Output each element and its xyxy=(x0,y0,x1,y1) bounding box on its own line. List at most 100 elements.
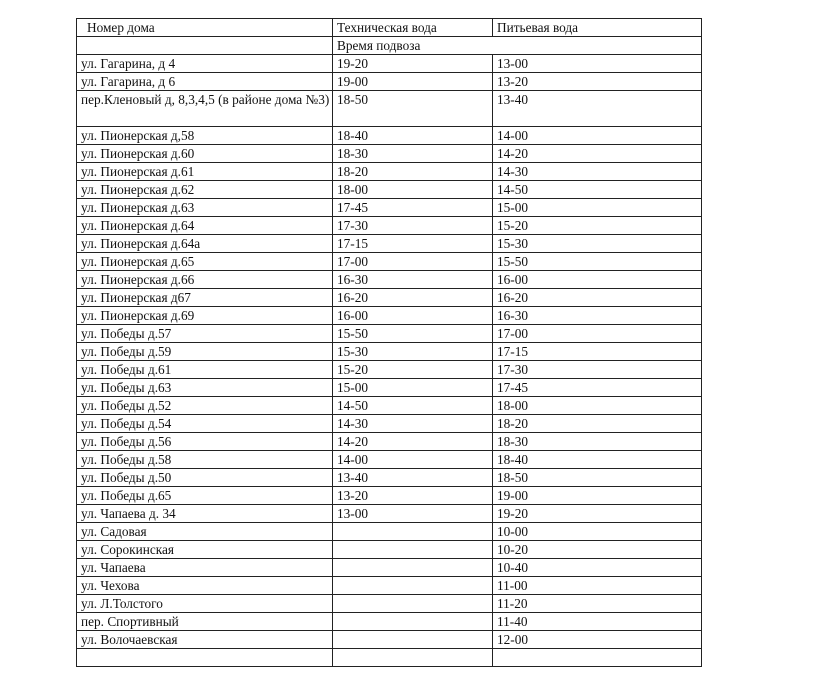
subheader-row: Время подвоза xyxy=(76,36,702,55)
drinking-water-time-cell: 18-40 xyxy=(492,450,702,469)
table-row xyxy=(76,648,702,667)
drinking-water-time-cell: 13-40 xyxy=(492,90,702,127)
house-cell: ул. Волочаевская xyxy=(76,630,333,649)
technical-water-time-cell xyxy=(332,522,493,541)
table-row: ул. Волочаевская 12-00 xyxy=(76,630,702,649)
house-cell: ул. Гагарина, д 4 xyxy=(76,54,333,73)
table-row: ул. Пионерская д67 16-20 16-20 xyxy=(76,288,702,307)
technical-water-time-cell: 14-30 xyxy=(332,414,493,433)
house-cell: ул. Пионерская д.63 xyxy=(76,198,333,217)
header-technical-water: Техническая вода xyxy=(332,18,493,37)
table-row: ул. Гагарина, д 6 19-00 13-20 xyxy=(76,72,702,91)
table-row: ул. Победы д.50 13-40 18-50 xyxy=(76,468,702,487)
technical-water-time-cell: 19-00 xyxy=(332,72,493,91)
technical-water-time-cell: 13-00 xyxy=(332,504,493,523)
table-row: ул. Победы д.58 14-00 18-40 xyxy=(76,450,702,469)
house-cell: ул. Пионерская д.64 xyxy=(76,216,333,235)
drinking-water-time-cell: 16-30 xyxy=(492,306,702,325)
technical-water-time-cell: 15-30 xyxy=(332,342,493,361)
table-row: ул. Пионерская д.64а 17-15 15-30 xyxy=(76,234,702,253)
table-row: ул. Пионерская д.62 18-00 14-50 xyxy=(76,180,702,199)
drinking-water-time-cell: 11-00 xyxy=(492,576,702,595)
technical-water-time-cell: 18-30 xyxy=(332,144,493,163)
technical-water-time-cell: 18-50 xyxy=(332,90,493,127)
drinking-water-time-cell: 18-00 xyxy=(492,396,702,415)
table-row: ул. Победы д.54 14-30 18-20 xyxy=(76,414,702,433)
header-house-number: Номер дома xyxy=(76,18,333,37)
drinking-water-time-cell: 14-20 xyxy=(492,144,702,163)
drinking-water-time-cell: 11-20 xyxy=(492,594,702,613)
table-row: ул. Пионерская д.60 18-30 14-20 xyxy=(76,144,702,163)
house-cell: ул. Пионерская д,58 xyxy=(76,126,333,145)
technical-water-time-cell: 13-20 xyxy=(332,486,493,505)
drinking-water-time-cell: 16-20 xyxy=(492,288,702,307)
house-cell: ул. Сорокинская xyxy=(76,540,333,559)
house-cell: ул. Садовая xyxy=(76,522,333,541)
table-row: ул. Победы д.63 15-00 17-45 xyxy=(76,378,702,397)
technical-water-time-cell xyxy=(332,558,493,577)
drinking-water-time-cell: 12-00 xyxy=(492,630,702,649)
drinking-water-time-cell: 11-40 xyxy=(492,612,702,631)
technical-water-time-cell: 14-20 xyxy=(332,432,493,451)
drinking-water-time-cell: 16-00 xyxy=(492,270,702,289)
technical-water-time-cell: 13-40 xyxy=(332,468,493,487)
table-row: ул. Чехова 11-00 xyxy=(76,576,702,595)
table-row: ул. Пионерская д.65 17-00 15-50 xyxy=(76,252,702,271)
house-cell: ул. Л.Толстого xyxy=(76,594,333,613)
house-cell: ул. Пионерская д.66 xyxy=(76,270,333,289)
drinking-water-time-cell: 13-00 xyxy=(492,54,702,73)
house-cell: ул. Пионерская д.62 xyxy=(76,180,333,199)
technical-water-time-cell xyxy=(332,576,493,595)
table-row: ул. Пионерская д.69 16-00 16-30 xyxy=(76,306,702,325)
house-cell: ул. Победы д.57 xyxy=(76,324,333,343)
house-cell: ул. Победы д.58 xyxy=(76,450,333,469)
technical-water-time-cell: 16-30 xyxy=(332,270,493,289)
technical-water-time-cell: 17-00 xyxy=(332,252,493,271)
technical-water-time-cell: 15-00 xyxy=(332,378,493,397)
house-cell: ул. Пионерская д.65 xyxy=(76,252,333,271)
table-row: ул. Победы д.57 15-50 17-00 xyxy=(76,324,702,343)
house-cell: ул. Гагарина, д 6 xyxy=(76,72,333,91)
table-row: ул. Пионерская д.61 18-20 14-30 xyxy=(76,162,702,181)
table-row: ул. Пионерская д.64 17-30 15-20 xyxy=(76,216,702,235)
technical-water-time-cell xyxy=(332,612,493,631)
technical-water-time-cell: 14-50 xyxy=(332,396,493,415)
house-cell: ул. Победы д.65 xyxy=(76,486,333,505)
house-cell: ул. Победы д.52 xyxy=(76,396,333,415)
house-cell: ул. Пионерская д.64а xyxy=(76,234,333,253)
technical-water-time-cell: 16-00 xyxy=(332,306,493,325)
drinking-water-time-cell: 14-00 xyxy=(492,126,702,145)
house-cell: ул. Пионерская д.69 xyxy=(76,306,333,325)
house-cell: ул. Победы д.56 xyxy=(76,432,333,451)
technical-water-time-cell: 15-50 xyxy=(332,324,493,343)
water-delivery-schedule-table: Номер дома Техническая вода Питьевая вод… xyxy=(76,18,702,667)
subheader-empty-cell xyxy=(76,36,333,55)
table-row: ул. Л.Толстого 11-20 xyxy=(76,594,702,613)
table-row: ул. Пионерская д,58 18-40 14-00 xyxy=(76,126,702,145)
technical-water-time-cell: 18-20 xyxy=(332,162,493,181)
drinking-water-time-cell: 17-00 xyxy=(492,324,702,343)
technical-water-time-cell: 17-30 xyxy=(332,216,493,235)
house-cell: ул. Победы д.54 xyxy=(76,414,333,433)
house-cell: ул. Пионерская д.60 xyxy=(76,144,333,163)
drinking-water-time-cell: 17-15 xyxy=(492,342,702,361)
house-cell: ул. Победы д.61 xyxy=(76,360,333,379)
drinking-water-time-cell: 17-30 xyxy=(492,360,702,379)
house-cell: ул. Победы д.59 xyxy=(76,342,333,361)
house-cell: ул. Чапаева xyxy=(76,558,333,577)
header-row: Номер дома Техническая вода Питьевая вод… xyxy=(76,18,702,37)
house-cell: ул. Чапаева д. 34 xyxy=(76,504,333,523)
table-row: ул. Пионерская д.63 17-45 15-00 xyxy=(76,198,702,217)
drinking-water-time-cell: 14-30 xyxy=(492,162,702,181)
technical-water-time-cell: 17-15 xyxy=(332,234,493,253)
technical-water-time-cell xyxy=(332,594,493,613)
technical-water-time-cell: 15-20 xyxy=(332,360,493,379)
table-row: ул. Садовая 10-00 xyxy=(76,522,702,541)
table-row: пер. Спортивный 11-40 xyxy=(76,612,702,631)
house-cell: ул. Чехова xyxy=(76,576,333,595)
table-row: ул. Победы д.65 13-20 19-00 xyxy=(76,486,702,505)
drinking-water-time-cell: 15-20 xyxy=(492,216,702,235)
table-row: ул. Сорокинская 10-20 xyxy=(76,540,702,559)
header-drinking-water: Питьевая вода xyxy=(492,18,702,37)
drinking-water-time-cell: 18-20 xyxy=(492,414,702,433)
